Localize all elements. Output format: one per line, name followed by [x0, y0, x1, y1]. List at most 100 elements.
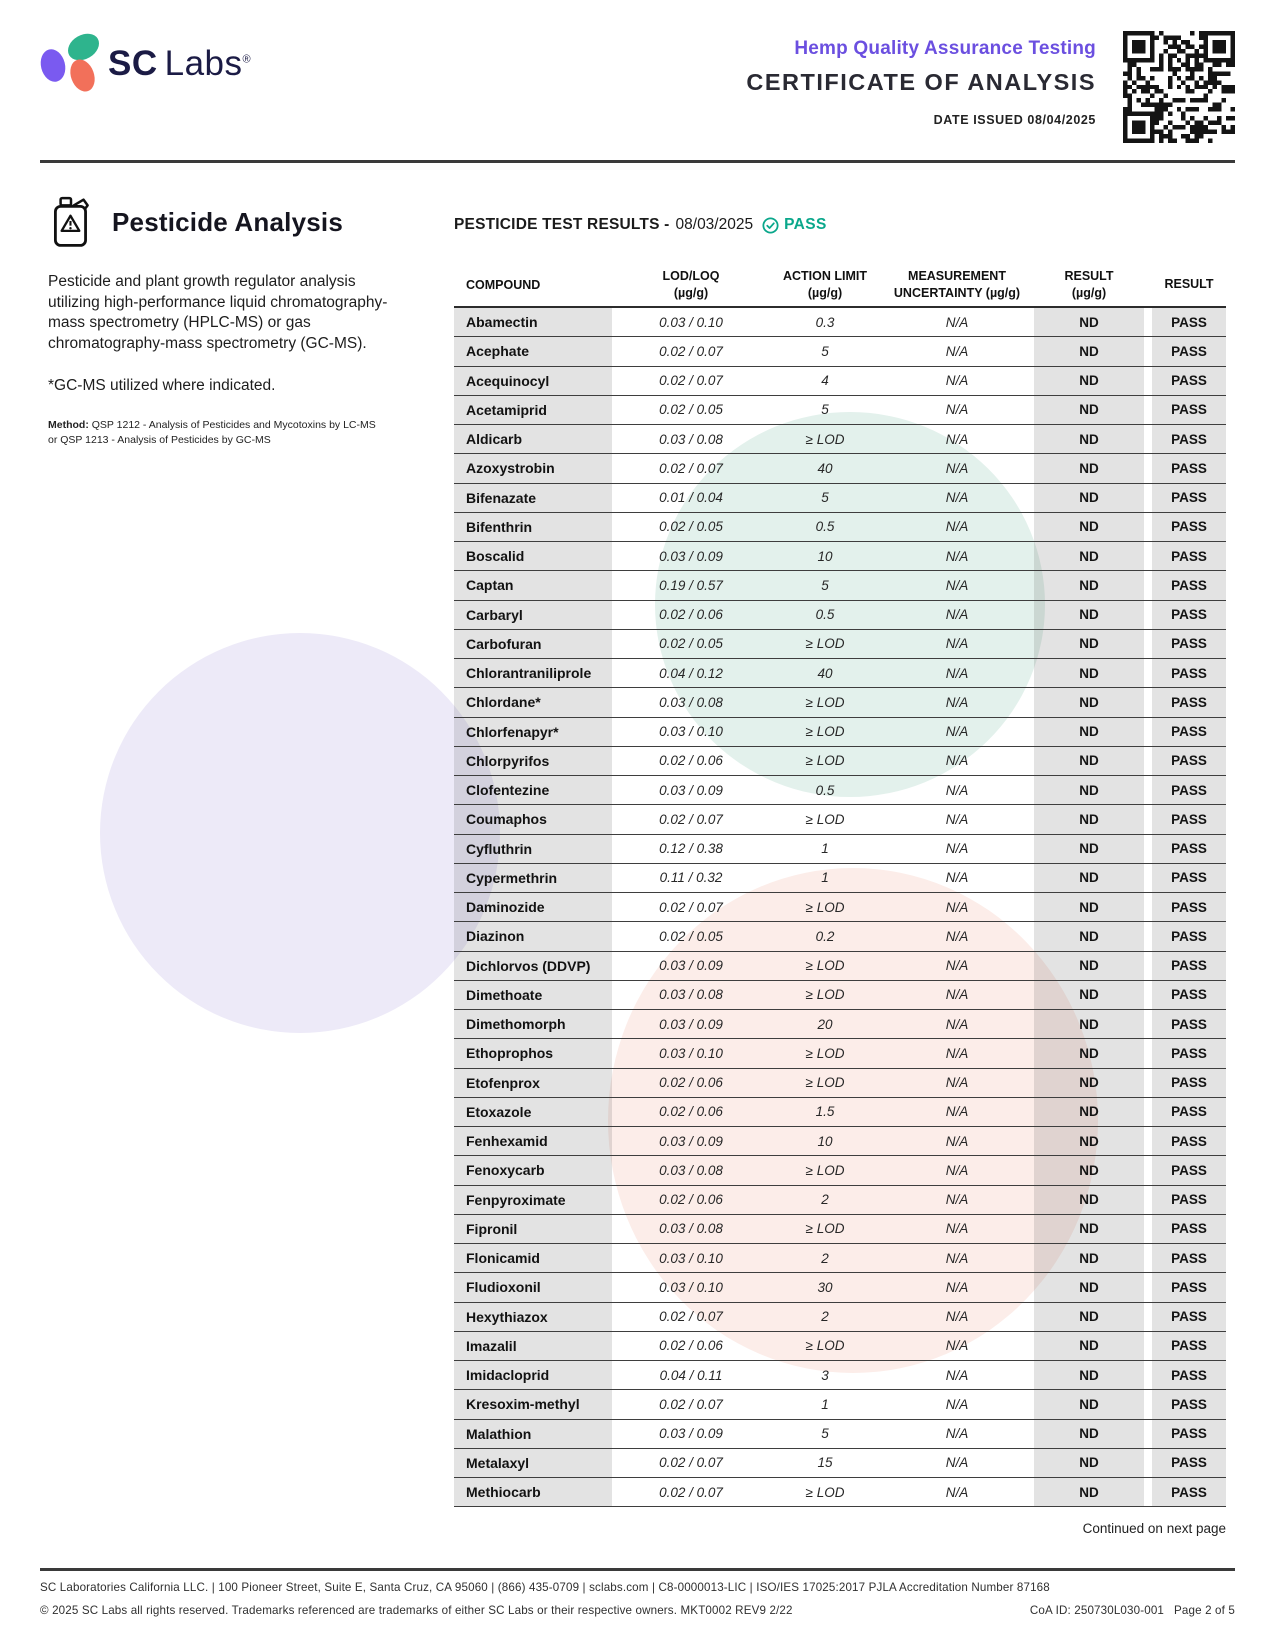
cell-gap	[1144, 952, 1152, 980]
table-row: Methiocarb 0.02 / 0.07 ≥ LOD N/A ND PASS	[454, 1478, 1226, 1508]
cell-action-limit: 5	[821, 402, 829, 418]
cell-gap	[1144, 893, 1152, 921]
cell-lod-loq: 0.02 / 0.07	[659, 460, 723, 476]
pesticide-results-table: COMPOUND LOD/LOQ (µg/g) ACTION LIMIT (µg/g…	[454, 250, 1226, 1508]
cell-result: ND	[1034, 1244, 1144, 1273]
cell-lod-loq: 0.12 / 0.38	[659, 841, 723, 857]
table-row: Chlorfenapyr* 0.03 / 0.10 ≥ LOD N/A ND PASS	[454, 717, 1226, 747]
table-row: Daminozide 0.02 / 0.07 ≥ LOD N/A ND PASS	[454, 893, 1226, 923]
cell-compound: Acetamiprid	[454, 395, 612, 424]
footer-copyright: © 2025 SC Labs all rights reserved. Trad…	[40, 1604, 793, 1617]
cell-result: ND	[1034, 366, 1144, 395]
cell-gap	[1144, 659, 1152, 687]
cell-uncertainty: N/A	[945, 1016, 969, 1032]
cell-action-limit: 40	[817, 665, 833, 681]
cell-lod-loq: 0.03 / 0.09	[659, 548, 723, 564]
cell-action-limit: ≥ LOD	[805, 694, 845, 710]
table-row: Cyfluthrin 0.12 / 0.38 1 N/A ND PASS	[454, 834, 1226, 864]
cell-gap	[1144, 1361, 1152, 1389]
col-header-label: MEASUREMENT	[908, 269, 1006, 283]
cell-compound: Malathion	[454, 1419, 612, 1448]
cell-gap	[1144, 835, 1152, 863]
cell-compound: Flonicamid	[454, 1244, 612, 1273]
cell-uncertainty: N/A	[945, 899, 969, 915]
cell-result: ND	[1034, 1214, 1144, 1243]
cell-status: PASS	[1152, 1127, 1226, 1156]
cell-uncertainty: N/A	[945, 724, 969, 740]
table-row: Acequinocyl 0.02 / 0.07 4 N/A ND PASS	[454, 366, 1226, 396]
cell-compound: Etofenprox	[454, 1068, 612, 1097]
cell-action-limit: ≥ LOD	[805, 1484, 845, 1500]
cell-lod-loq: 0.02 / 0.06	[659, 1104, 723, 1120]
cell-compound: Acequinocyl	[454, 366, 612, 395]
col-header-result-ug: RESULT (µg/g)	[1034, 250, 1144, 306]
cell-status: PASS	[1152, 688, 1226, 717]
cell-action-limit: 2	[821, 1309, 829, 1325]
cell-uncertainty: N/A	[945, 870, 969, 886]
logo-petal-coral-icon	[66, 56, 99, 95]
cell-gap	[1144, 337, 1152, 365]
cell-lod-loq: 0.02 / 0.06	[659, 1075, 723, 1091]
cell-lod-loq: 0.03 / 0.08	[659, 1162, 723, 1178]
cell-gap	[1144, 1303, 1152, 1331]
cell-status: PASS	[1152, 1156, 1226, 1185]
cell-gap	[1144, 1156, 1152, 1184]
footer-coa-block: CoA ID: 250730L030-001 Page 2 of 5	[1020, 1604, 1235, 1617]
cell-status: PASS	[1152, 893, 1226, 922]
table-row: Chlorantraniliprole 0.04 / 0.12 40 N/A ND PAS…	[454, 659, 1226, 689]
cell-status: PASS	[1152, 922, 1226, 951]
cell-uncertainty: N/A	[945, 1367, 969, 1383]
cell-result: ND	[1034, 1448, 1144, 1477]
cell-status: PASS	[1152, 542, 1226, 571]
cell-gap	[1144, 1449, 1152, 1477]
cell-uncertainty: N/A	[945, 1192, 969, 1208]
cell-uncertainty: N/A	[945, 519, 969, 535]
watermark-teal-circle	[655, 412, 1045, 797]
cell-status: PASS	[1152, 454, 1226, 483]
cell-result: ND	[1034, 1097, 1144, 1126]
cell-lod-loq: 0.03 / 0.10	[659, 1279, 723, 1295]
table-row: Acephate 0.02 / 0.07 5 N/A ND PASS	[454, 337, 1226, 367]
cell-result: ND	[1034, 1127, 1144, 1156]
cell-status: PASS	[1152, 951, 1226, 980]
cell-compound: Dichlorvos (DDVP)	[454, 951, 612, 980]
cell-lod-loq: 0.02 / 0.06	[659, 607, 723, 623]
table-row: Boscalid 0.03 / 0.09 10 N/A ND PASS	[454, 542, 1226, 572]
cell-uncertainty: N/A	[945, 1309, 969, 1325]
cell-status: PASS	[1152, 863, 1226, 892]
cell-compound: Chlorpyrifos	[454, 746, 612, 775]
cell-status: PASS	[1152, 776, 1226, 805]
cell-result: ND	[1034, 1273, 1144, 1302]
cell-compound: Dimethoate	[454, 980, 612, 1009]
header-right-block: Hemp Quality Assurance Testing CERTIFICA…	[746, 38, 1096, 127]
cell-result: ND	[1034, 600, 1144, 629]
cell-action-limit: 0.2	[815, 928, 835, 944]
cell-result: ND	[1034, 1419, 1144, 1448]
gcms-note: *GC-MS utilized where indicated.	[48, 376, 276, 394]
cell-status: PASS	[1152, 1097, 1226, 1126]
cell-result: ND	[1034, 512, 1144, 541]
table-header-row: COMPOUND LOD/LOQ (µg/g) ACTION LIMIT (µg/g…	[454, 250, 1226, 308]
col-header-compound: COMPOUND	[454, 250, 612, 306]
check-circle-icon	[762, 216, 779, 234]
cell-status: PASS	[1152, 366, 1226, 395]
cell-uncertainty: N/A	[945, 811, 969, 827]
cell-result: ND	[1034, 1010, 1144, 1039]
cell-lod-loq: 0.02 / 0.07	[659, 1396, 723, 1412]
cell-result: ND	[1034, 893, 1144, 922]
cell-status: PASS	[1152, 659, 1226, 688]
results-title: PESTICIDE TEST RESULTS -	[454, 216, 670, 233]
sc-labs-logo: SC Labs®	[37, 28, 340, 100]
cell-compound: Fenhexamid	[454, 1127, 612, 1156]
cell-gap	[1144, 367, 1152, 395]
cell-action-limit: 15	[817, 1455, 833, 1471]
table-row: Acetamiprid 0.02 / 0.05 5 N/A ND PASS	[454, 395, 1226, 425]
cell-action-limit: 5	[821, 577, 829, 593]
cell-status: PASS	[1152, 308, 1226, 337]
cell-uncertainty: N/A	[945, 1162, 969, 1178]
cell-action-limit: ≥ LOD	[805, 1338, 845, 1354]
cell-gap	[1144, 1098, 1152, 1126]
cell-result: ND	[1034, 1478, 1144, 1507]
cell-action-limit: 40	[817, 460, 833, 476]
cell-uncertainty: N/A	[945, 636, 969, 652]
